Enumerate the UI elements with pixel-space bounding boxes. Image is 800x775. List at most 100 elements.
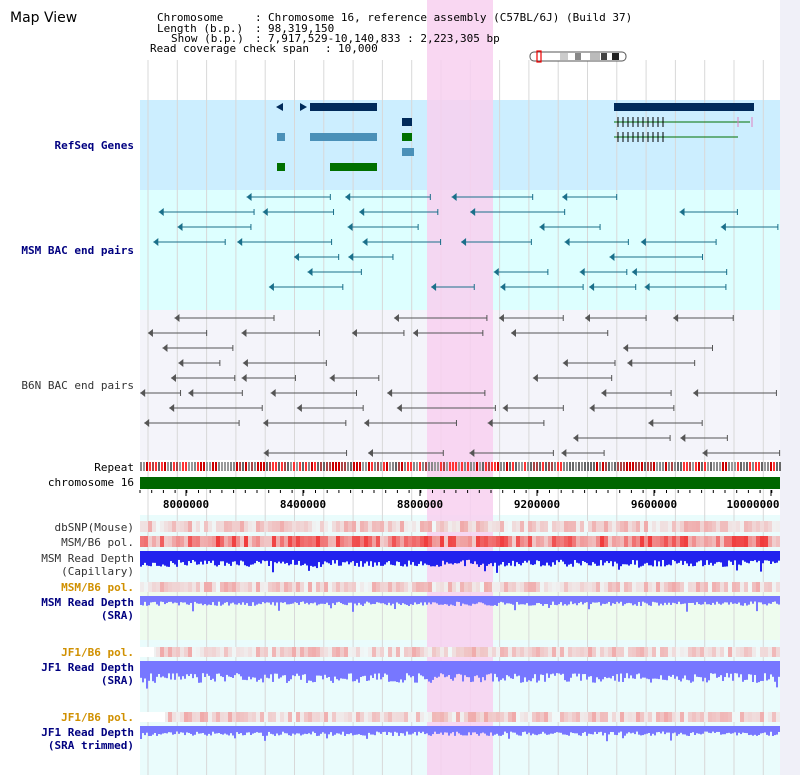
read-depth-bar: [754, 596, 756, 602]
read-depth-bar: [448, 596, 450, 606]
pol-heat-cell: [708, 582, 712, 592]
pol-heat-cell: [512, 536, 516, 547]
track-label-dbsnp[interactable]: dbSNP(Mouse): [54, 521, 134, 534]
pol-heat-cell: [500, 647, 504, 657]
read-depth-bar: [596, 726, 598, 735]
read-depth-bar: [168, 551, 170, 567]
read-depth-bar: [192, 726, 194, 736]
track-label-jf1-b6-pol[interactable]: JF1/B6 pol.: [61, 646, 134, 659]
read-depth-bar: [288, 596, 290, 605]
b6n-bac-pair: [329, 374, 335, 382]
read-depth-bar: [440, 661, 442, 674]
repeat-block: [533, 462, 535, 471]
track-label-b6n-bac[interactable]: B6N BAC end pairs: [21, 379, 134, 392]
repeat-block: [314, 462, 316, 471]
pol-heat-cell: [556, 521, 560, 532]
read-depth-bar: [448, 726, 450, 736]
read-depth-bar: [668, 726, 670, 733]
read-depth-bar: [628, 596, 630, 603]
msm-bac-pair: [153, 238, 159, 246]
read-depth-bar: [680, 726, 682, 733]
read-depth-bar: [250, 726, 252, 735]
read-depth-bar: [770, 551, 772, 564]
read-depth-bar: [186, 661, 188, 675]
read-depth-bar: [210, 551, 212, 563]
read-depth-bar: [480, 551, 482, 565]
pol-heat-cell: [616, 536, 620, 547]
read-depth-bar: [268, 661, 270, 679]
read-depth-bar: [490, 661, 492, 674]
pol-heat-cell: [164, 536, 168, 547]
read-depth-bar: [646, 551, 648, 563]
repeat-block: [368, 462, 370, 471]
read-depth-bar: [168, 596, 170, 602]
pol-heat-cell: [584, 647, 588, 657]
track-label-msm-b6-pol-sra[interactable]: MSM/B6 pol.: [61, 581, 134, 594]
read-depth-bar: [314, 551, 316, 567]
track-label-msm-b6-pol[interactable]: MSM/B6 pol.: [61, 536, 134, 549]
read-depth-bar: [706, 661, 708, 683]
read-depth-bar: [512, 726, 514, 733]
read-depth-bar: [700, 596, 702, 605]
heat-gap: [140, 712, 165, 722]
repeat-block: [614, 462, 616, 471]
read-depth-bar: [476, 726, 478, 734]
read-depth-bar: [220, 661, 222, 677]
read-depth-bar: [564, 596, 566, 605]
read-depth-bar: [456, 596, 458, 602]
pol-heat-cell: [732, 647, 736, 657]
pol-heat-cell: [560, 582, 564, 592]
read-depth-bar: [548, 551, 550, 566]
read-depth-bar: [148, 661, 150, 681]
track-label-msm-bac[interactable]: MSM BAC end pairs: [21, 244, 134, 257]
track-label-refseq[interactable]: RefSeq Genes: [54, 139, 134, 152]
read-depth-bar: [436, 661, 438, 678]
pol-heat-cell: [152, 536, 156, 547]
b6n-bac-pair: [263, 419, 269, 427]
pol-heat-cell: [608, 536, 612, 547]
b6n-bac-pair: [573, 434, 579, 442]
track-label-jf1-b6-pol-trim[interactable]: JF1/B6 pol.: [61, 711, 134, 724]
read-depth-bar: [522, 726, 524, 733]
track-label-jf1-depth-sra[interactable]: JF1 Read Depth: [41, 661, 134, 674]
read-depth-bar: [444, 726, 446, 733]
pol-heat-cell: [300, 521, 304, 532]
pol-heat-cell: [264, 582, 268, 592]
pol-heat-cell: [532, 536, 536, 547]
repeat-block: [191, 462, 193, 471]
read-depth-bar: [640, 661, 642, 679]
track-label-msm-depth-sra[interactable]: MSM Read Depth: [41, 596, 134, 609]
read-depth-bar: [300, 551, 302, 566]
read-depth-bar: [558, 726, 560, 733]
pol-heat-cell: [472, 536, 476, 547]
read-depth-bar: [252, 551, 254, 565]
pol-heat-cell: [756, 536, 760, 547]
read-depth-bar: [156, 596, 158, 605]
read-depth-bar: [298, 551, 300, 561]
read-depth-bar: [184, 596, 186, 603]
read-depth-bar: [744, 726, 746, 733]
pol-heat-cell: [236, 647, 240, 657]
read-depth-bar: [410, 551, 412, 565]
pol-heat-cell: [684, 712, 688, 722]
repeat-block: [236, 462, 238, 471]
read-depth-bar: [418, 661, 420, 674]
pol-heat-cell: [696, 582, 700, 592]
read-depth-bar: [396, 551, 398, 562]
pol-heat-cell: [328, 521, 332, 532]
track-label-jf1-depth-trim[interactable]: JF1 Read Depth: [41, 726, 134, 739]
repeat-block: [530, 462, 532, 471]
read-depth-bar: [578, 551, 580, 564]
repeat-block: [299, 462, 301, 471]
b6n-bac-pair: [393, 314, 399, 322]
msm-bac-pair: [589, 283, 595, 291]
pol-heat-cell: [572, 521, 576, 532]
pol-heat-cell: [488, 536, 492, 547]
pol-heat-cell: [604, 712, 608, 722]
pol-heat-cell: [404, 582, 408, 592]
read-depth-bar: [282, 661, 284, 676]
track-label-msm-depth-cap[interactable]: MSM Read Depth: [41, 552, 134, 565]
read-depth-bar: [172, 661, 174, 674]
read-depth-bar: [192, 596, 194, 612]
